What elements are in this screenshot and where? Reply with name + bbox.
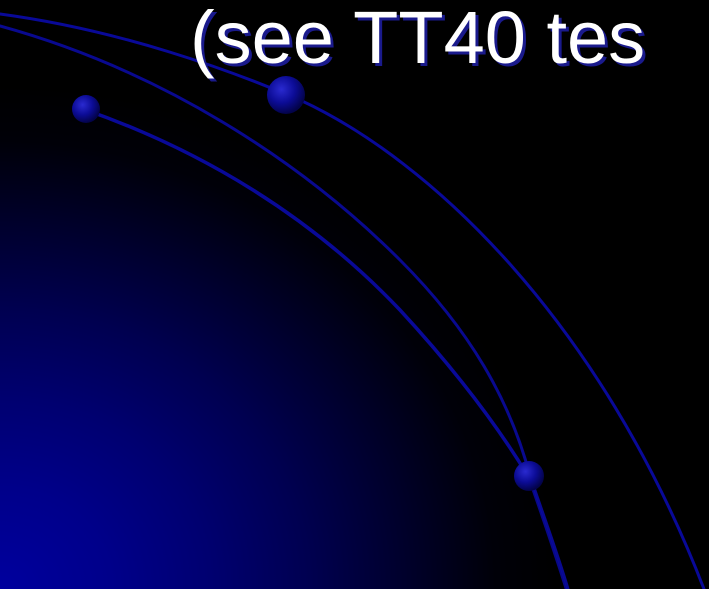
arc-inner-tail bbox=[526, 474, 568, 589]
slide-title: (see TT40 tes bbox=[190, 0, 646, 79]
arc-middle bbox=[0, 24, 570, 589]
dot-small-left bbox=[72, 95, 100, 123]
dot-lower-right bbox=[514, 461, 544, 491]
arc-inner bbox=[84, 108, 530, 478]
dot-large-top bbox=[267, 76, 305, 114]
arc-outer bbox=[0, 12, 706, 589]
